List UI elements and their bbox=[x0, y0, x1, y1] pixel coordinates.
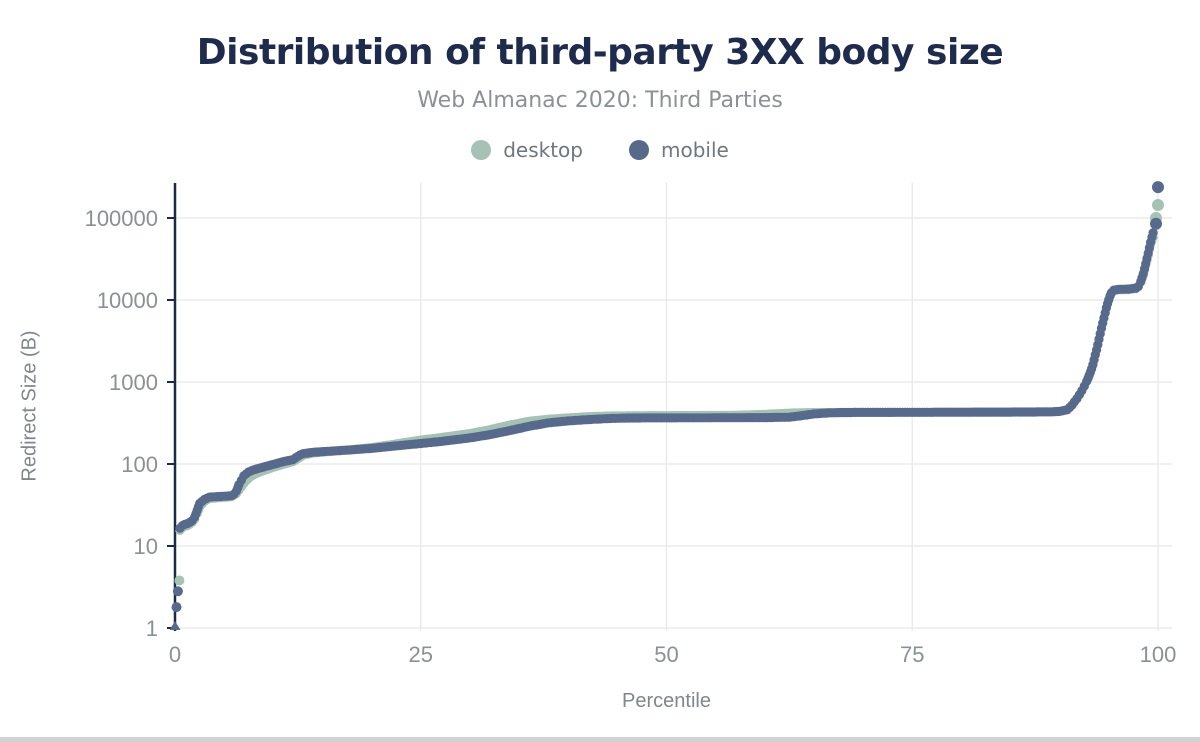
mobile-min-triangle-marker bbox=[169, 621, 181, 630]
mobile-outlier-dot bbox=[171, 602, 182, 613]
y-tick-label: 10 bbox=[134, 534, 158, 559]
chart-title: Distribution of third-party 3XX body siz… bbox=[196, 32, 1004, 73]
legend-item-desktop[interactable]: desktop bbox=[471, 138, 583, 162]
bottom-border bbox=[0, 737, 1200, 742]
mobile-swatch-icon bbox=[628, 140, 649, 160]
y-tick-label: 100000 bbox=[85, 206, 158, 231]
y-tick-label: 10000 bbox=[97, 288, 158, 313]
y-tick-label: 100 bbox=[121, 452, 158, 477]
legend-label-mobile: mobile bbox=[660, 138, 729, 162]
y-tick-label: 1000 bbox=[109, 370, 158, 395]
legend-item-mobile[interactable]: mobile bbox=[628, 138, 729, 162]
legend: desktop mobile bbox=[0, 138, 1200, 162]
chart-subtitle: Web Almanac 2020: Third Parties bbox=[417, 88, 783, 113]
x-tick-label: 100 bbox=[1140, 642, 1177, 667]
x-tick-label: 50 bbox=[654, 642, 678, 667]
mobile-outlier-dot bbox=[1150, 217, 1162, 230]
y-tick-label: 1 bbox=[146, 616, 158, 641]
legend-label-desktop: desktop bbox=[503, 138, 583, 162]
x-axis-title: Percentile bbox=[622, 690, 711, 712]
desktop-outlier-dot bbox=[174, 575, 185, 586]
mobile-outlier-dot bbox=[1152, 181, 1164, 194]
desktop-swatch-icon bbox=[471, 140, 492, 160]
x-tick-label: 75 bbox=[900, 642, 924, 667]
desktop-outlier-dot bbox=[1152, 199, 1164, 211]
mobile-outlier-dot bbox=[172, 586, 183, 597]
desktop-series[interactable] bbox=[174, 199, 1164, 586]
x-tick-label: 25 bbox=[409, 642, 433, 667]
x-tick-label: 0 bbox=[169, 642, 181, 667]
mobile-series[interactable] bbox=[169, 181, 1165, 630]
